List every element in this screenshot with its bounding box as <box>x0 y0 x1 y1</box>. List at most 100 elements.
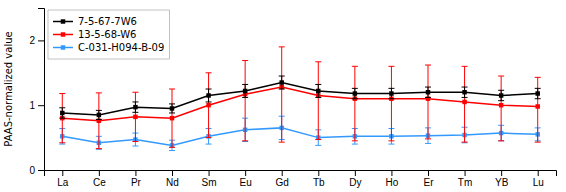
y-tick-mark <box>38 40 44 41</box>
legend-label: 7-5-67-7W6 <box>78 16 137 27</box>
marker <box>133 105 137 109</box>
series-line <box>62 87 537 121</box>
marker <box>462 90 466 94</box>
error-bar <box>169 89 175 147</box>
marker <box>499 103 503 107</box>
marker <box>462 100 466 104</box>
x-tick: Gd <box>276 170 289 188</box>
x-tick: Nd <box>166 170 179 188</box>
marker <box>60 111 64 115</box>
x-tick: Ho <box>386 170 399 188</box>
y-axis-line <box>38 9 45 171</box>
x-tick-mark <box>501 170 502 176</box>
marker <box>316 89 320 93</box>
marker <box>353 91 357 95</box>
x-tick-mark <box>172 170 173 176</box>
plot: 0 1 2 La Ce Pr Nd Sm Eu Gd Tb Dy Ho Er Tm YB Lu 7-5-67-7W… <box>29 9 556 189</box>
marker <box>389 91 393 95</box>
y-tick: 2 <box>29 35 44 46</box>
x-tick: Pr <box>131 170 142 188</box>
x-tick-label: Ce <box>93 177 106 188</box>
x-tick-label: Eu <box>240 177 252 188</box>
x-tick-label: Dy <box>349 177 361 188</box>
x-tick: Eu <box>240 170 252 188</box>
error-bar <box>59 94 65 143</box>
marker <box>170 106 174 110</box>
x-tick-mark <box>391 170 392 176</box>
legend-marker <box>61 32 65 36</box>
series <box>59 47 540 149</box>
error-bar <box>498 76 504 141</box>
y-tick-label: 1 <box>29 100 35 111</box>
error-bar <box>315 62 321 140</box>
legend-items: 7-5-67-7W6 13-5-68-W6 C-031-H094-B-09 <box>53 16 164 53</box>
x-tick-mark <box>209 170 210 176</box>
error-bar <box>498 90 504 100</box>
x-tick-mark <box>465 170 466 176</box>
x-tick: Tm <box>458 170 472 188</box>
error-bar <box>315 84 321 97</box>
legend: 7-5-67-7W6 13-5-68-W6 C-031-H094-B-09 <box>48 10 169 59</box>
x-tick: La <box>57 170 69 188</box>
marker <box>279 80 283 84</box>
x-tick-label: Pr <box>131 177 142 188</box>
x-tick-label: La <box>57 177 69 188</box>
chart-container: 0 1 2 La Ce Pr Nd Sm Eu Gd Tb Dy Ho Er Tm YB Lu 7-5-67-7W… <box>0 0 566 192</box>
error-bar <box>96 93 102 149</box>
marker <box>206 93 210 97</box>
series <box>59 116 540 150</box>
x-tick: Ce <box>93 170 106 188</box>
x-tick-mark <box>99 170 100 176</box>
series-line <box>62 83 537 115</box>
x-tick: Tb <box>313 170 325 188</box>
y-tick: 0 <box>29 165 44 176</box>
error-bar <box>535 88 541 98</box>
legend-label: 13-5-68-W6 <box>78 29 136 40</box>
y-tick-label: 0 <box>29 165 35 176</box>
legend-label: C-031-H094-B-09 <box>78 42 164 53</box>
x-tick-mark <box>318 170 319 176</box>
y-axis: 0 1 2 <box>29 9 44 176</box>
x-tick: Lu <box>533 170 544 188</box>
x-axis: La Ce Pr Nd Sm Eu Gd Tb Dy Ho Er Tm YB Lu <box>45 170 557 188</box>
error-bar <box>425 87 431 97</box>
y-tick-label: 2 <box>29 35 35 46</box>
x-tick-label: YB <box>495 177 509 188</box>
legend-item: 13-5-68-W6 <box>53 29 136 40</box>
x-axis-line <box>45 171 557 177</box>
error-bar <box>206 73 212 138</box>
error-bar <box>132 92 138 141</box>
x-tick-label: Tb <box>313 177 325 188</box>
x-tick-label: Sm <box>202 177 217 188</box>
y-tick-mark <box>38 105 44 106</box>
marker <box>133 115 137 119</box>
error-bar <box>242 84 248 97</box>
error-bar <box>96 110 102 119</box>
x-tick-label: Lu <box>533 177 544 188</box>
marker <box>243 89 247 93</box>
error-bar <box>462 87 468 97</box>
marker <box>426 90 430 94</box>
marker <box>535 91 539 95</box>
legend-item: C-031-H094-B-09 <box>53 42 164 53</box>
x-tick-mark <box>538 170 539 176</box>
legend-box <box>48 10 169 59</box>
x-tick-label: Gd <box>276 177 289 188</box>
data-layer <box>59 47 540 151</box>
x-tick: Er <box>424 170 435 188</box>
error-bar <box>132 102 138 112</box>
x-tick-label: Ho <box>386 177 399 188</box>
error-bar <box>279 47 285 142</box>
error-bar <box>388 66 394 141</box>
x-tick-label: Tm <box>458 177 472 188</box>
error-bar <box>169 104 175 113</box>
x-tick: Dy <box>349 170 361 188</box>
y-tick: 1 <box>29 100 44 111</box>
legend-marker <box>61 45 65 49</box>
y-tick-mark <box>38 170 44 171</box>
legend-item: 7-5-67-7W6 <box>53 16 137 27</box>
error-bar <box>352 88 358 98</box>
error-bar <box>59 108 65 118</box>
error-bar <box>462 66 468 142</box>
x-tick-mark <box>135 170 136 176</box>
